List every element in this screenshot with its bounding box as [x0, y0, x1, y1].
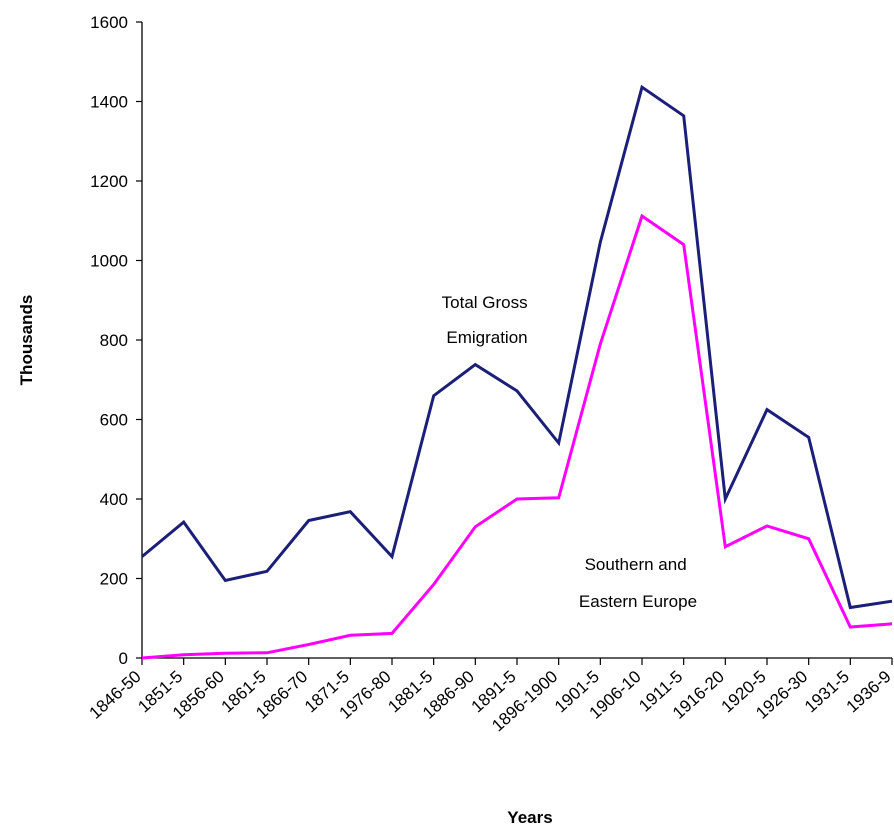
annotation-southern-eastern-europe: Southern and Eastern Europe — [579, 555, 697, 611]
y-axis-title: Thousands — [17, 295, 36, 386]
y-tick-label: 1600 — [90, 13, 128, 32]
y-tick-label: 600 — [100, 411, 128, 430]
y-tick-label: 200 — [100, 570, 128, 589]
annotation-total-gross-emigration: Total Gross Emigration — [442, 293, 533, 347]
series-lines — [141, 84, 893, 660]
x-tick-label: 1846-50 — [86, 667, 145, 723]
x-tick-label: 1936-9 — [843, 667, 894, 717]
y-tick-label: 400 — [100, 490, 128, 509]
series-line-2 — [141, 213, 893, 660]
x-tick-label: 1931-5 — [801, 667, 853, 717]
x-tick-labels: 1846-501851-51856-601861-51866-701871-51… — [86, 667, 894, 736]
y-tick-label: 1000 — [90, 252, 128, 271]
x-axis-title: Years — [507, 808, 552, 827]
y-tick-label: 0 — [119, 649, 128, 668]
axes — [136, 21, 893, 665]
y-tick-label: 1400 — [90, 93, 128, 112]
y-tick-label: 1200 — [90, 172, 128, 191]
y-tick-label: 800 — [100, 331, 128, 350]
y-tick-labels: 0 200 400 600 800 1000 1200 1400 1600 — [90, 13, 128, 668]
series-line-1 — [141, 84, 893, 610]
